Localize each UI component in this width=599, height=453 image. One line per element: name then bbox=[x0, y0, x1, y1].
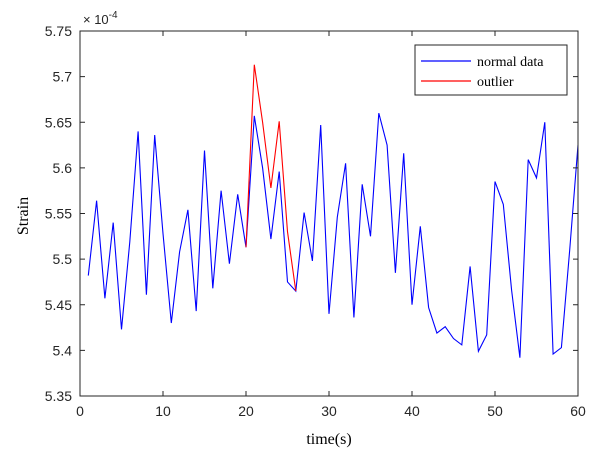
x-tick-label: 40 bbox=[404, 403, 420, 419]
x-axis-title: time(s) bbox=[306, 431, 351, 448]
series-layer bbox=[87, 64, 579, 358]
y-tick-label: 5.4 bbox=[53, 342, 73, 358]
legend: normal data outlier bbox=[414, 44, 568, 96]
series-line-outlier bbox=[245, 64, 297, 292]
y-tick-label: 5.6 bbox=[53, 160, 73, 176]
x-tick-label: 0 bbox=[76, 403, 84, 419]
y-axis-exponent: × 10-4 bbox=[83, 10, 118, 27]
y-axis-title: Strain bbox=[15, 197, 32, 235]
x-tick-label: 30 bbox=[321, 403, 337, 419]
y-tick-label: 5.65 bbox=[45, 114, 72, 130]
y-tick-label: 5.55 bbox=[45, 206, 72, 222]
y-tick-label: 5.5 bbox=[53, 251, 73, 267]
legend-label-outlier: outlier bbox=[477, 75, 514, 90]
y-tick-label: 5.7 bbox=[53, 69, 73, 85]
x-tick-label: 50 bbox=[487, 403, 503, 419]
legend-label-normal-data: normal data bbox=[477, 55, 544, 70]
x-tick-label: 10 bbox=[155, 403, 171, 419]
y-tick-label: 5.35 bbox=[45, 388, 72, 404]
x-axis-ticks: 0 10 20 30 40 50 60 bbox=[76, 31, 586, 419]
y-axis-ticks: 5.35 5.4 5.45 5.5 5.55 5.6 5.65 5.7 5.75 bbox=[45, 23, 578, 404]
legend-box bbox=[414, 44, 568, 96]
x-tick-label: 60 bbox=[570, 403, 586, 419]
y-tick-label: 5.75 bbox=[45, 23, 72, 39]
y-tick-label: 5.45 bbox=[45, 297, 72, 313]
series-line-normal-data bbox=[87, 112, 579, 358]
x-tick-label: 20 bbox=[238, 403, 254, 419]
